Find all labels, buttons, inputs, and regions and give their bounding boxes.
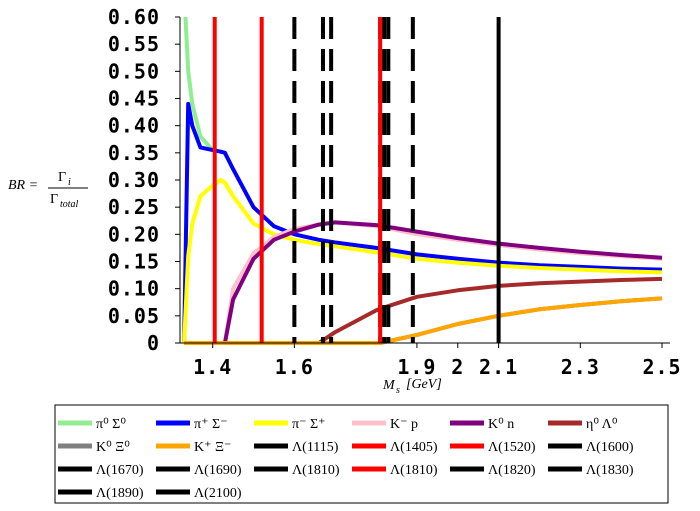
x-tick-label: 2.3 <box>561 355 600 379</box>
y-label-num-sub: i <box>68 177 71 188</box>
legend-label: K⁺ Ξ⁻ <box>194 440 231 455</box>
legend-label: Λ(1810) <box>292 463 340 478</box>
legend-label: Λ(1810) <box>390 463 438 478</box>
x-tick-label: 2.1 <box>479 355 518 379</box>
legend-label: Λ(1830) <box>586 463 634 478</box>
legend-label: π⁻ Σ⁺ <box>292 417 326 432</box>
x-tick-label: 2 <box>451 355 464 379</box>
legend-label: Λ(1405) <box>390 440 438 455</box>
legend-label: π⁰ Σ⁰ <box>96 417 126 432</box>
legend-label: Λ(1115) <box>292 440 339 455</box>
legend-label: Λ(1600) <box>586 440 634 455</box>
x-label-unit: [GeV] <box>406 377 442 392</box>
y-tick-label: 0.60 <box>108 5 160 29</box>
y-tick-label: 0.25 <box>108 195 160 219</box>
y-tick-label: 0.40 <box>108 114 160 138</box>
x-label-main: M <box>382 378 396 393</box>
series-line <box>182 178 663 344</box>
y-tick-label: 0.50 <box>108 59 160 83</box>
y-label-den-sub: total <box>60 199 79 210</box>
y-label: BR = Γ i Γ total <box>8 170 88 210</box>
plot-area <box>182 17 663 345</box>
legend-label: Λ(1890) <box>96 486 144 501</box>
legend-label: Λ(1690) <box>194 463 242 478</box>
legend-label: Λ(1670) <box>96 463 144 478</box>
y-tick-label: 0.20 <box>108 222 160 246</box>
legend-label: Λ(1520) <box>488 440 536 455</box>
x-tick-label: 2.5 <box>642 355 681 379</box>
legend-label: Λ(1820) <box>488 463 536 478</box>
y-label-lhs: BR = <box>8 178 38 193</box>
y-label-den: Γ <box>50 192 58 207</box>
y-tick-label: 0.45 <box>108 87 160 111</box>
x-tick-label: 1.6 <box>275 355 314 379</box>
legend-box <box>54 404 669 504</box>
legend-label: K⁰ Ξ⁰ <box>96 440 130 455</box>
series-line <box>184 296 663 345</box>
x-label-sub: s <box>396 385 400 396</box>
y-tick-label: 0 <box>147 331 160 355</box>
x-tick-label: 1.4 <box>193 355 232 379</box>
legend-label: η⁰ Λ⁰ <box>586 417 618 432</box>
series-line <box>222 220 663 344</box>
y-tick-label: 0.30 <box>108 168 160 192</box>
y-tick-label: 0.35 <box>108 141 160 165</box>
y-tick-label: 0.10 <box>108 277 160 301</box>
legend-label: K⁻ p <box>390 417 418 432</box>
y-tick-label: 0.05 <box>108 304 160 328</box>
x-tick-label: 1.9 <box>397 355 436 379</box>
y-tick-label: 0.55 <box>108 32 160 56</box>
x-label: M s [GeV] <box>382 377 442 396</box>
legend-label: π⁺ Σ⁻ <box>194 417 228 432</box>
legend-label: K⁰ n <box>488 417 514 432</box>
legend-label: Λ(2100) <box>194 486 242 501</box>
y-label-num: Γ <box>58 170 66 185</box>
series-line <box>183 17 215 152</box>
y-tick-label: 0.15 <box>108 250 160 274</box>
series-line <box>182 101 663 344</box>
